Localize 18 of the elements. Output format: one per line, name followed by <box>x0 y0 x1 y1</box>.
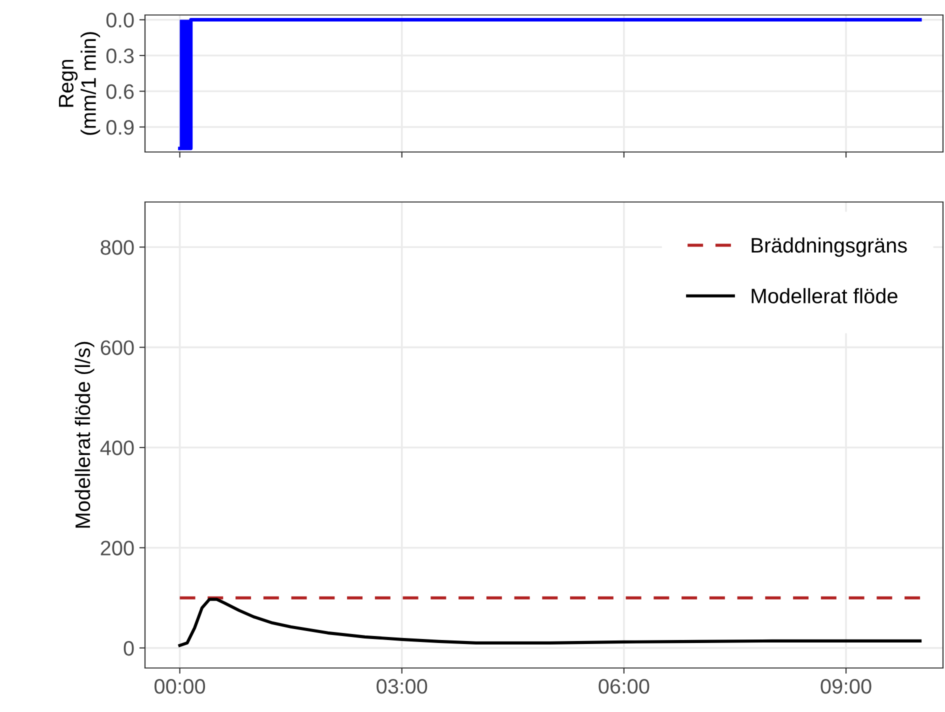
x-tick-label: 00:00 <box>154 678 206 694</box>
y-tick-label: 400 <box>100 440 134 456</box>
line-series <box>178 598 922 647</box>
y-tick-label: 0.9 <box>106 120 134 135</box>
y-axis-title: Modellerat flöde (l/s) <box>74 342 94 528</box>
y-tick-label: 0 <box>124 640 134 656</box>
legend-label: Modellerat flöde <box>752 288 898 304</box>
y-axis-title: Regn (mm/1 min) <box>58 32 100 135</box>
x-tick-label: 06:00 <box>598 678 650 694</box>
x-tick-label: 09:00 <box>820 678 872 694</box>
y-tick-label: 800 <box>100 240 134 255</box>
y-tick-label: 0.3 <box>106 48 134 64</box>
legend-label: Bräddningsgräns <box>752 237 907 257</box>
x-tick-label: 03:00 <box>376 678 428 694</box>
y-tick-label: 0.0 <box>106 12 134 28</box>
y-tick-label: 200 <box>100 540 134 556</box>
y-tick-label: 0.6 <box>106 84 134 99</box>
y-tick-label: 600 <box>100 340 134 356</box>
